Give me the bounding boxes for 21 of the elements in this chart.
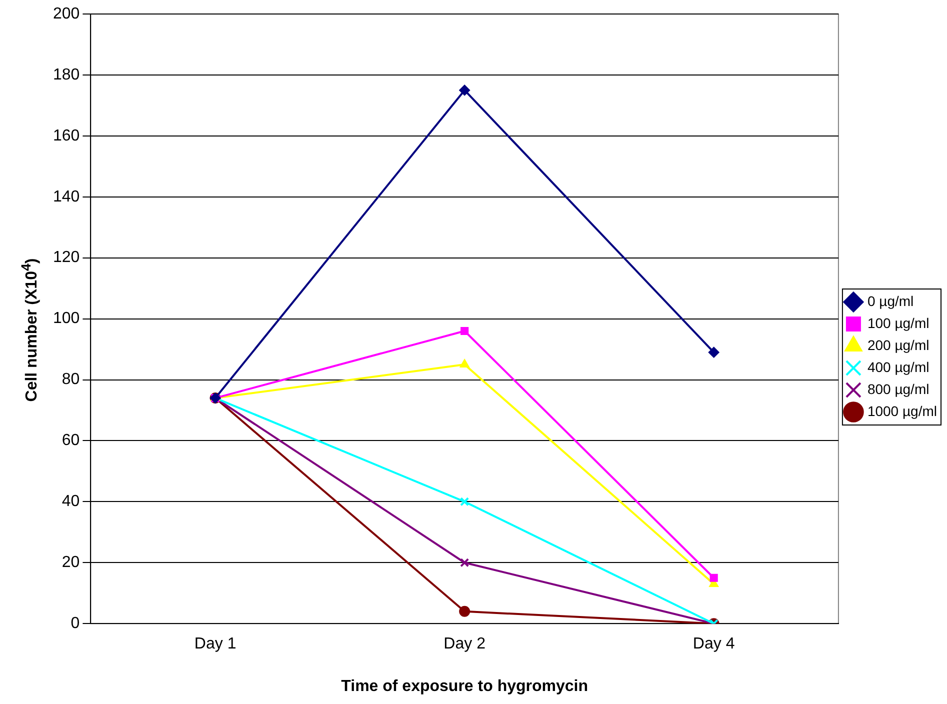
legend-label: 400 µg/ml xyxy=(867,358,930,375)
y-tick-label: 140 xyxy=(52,188,80,206)
legend-label: 1000 µg/ml xyxy=(867,402,938,419)
legend-label: 0 µg/ml xyxy=(867,292,914,309)
legend-label: 800 µg/ml xyxy=(867,380,930,397)
y-tick-label: 0 xyxy=(70,615,80,632)
legend-label: 200 µg/ml xyxy=(867,336,930,353)
x-axis-title: Time of exposure to hygromycin xyxy=(341,678,588,695)
legend-label: 100 µg/ml xyxy=(867,314,930,331)
y-tick-label: 180 xyxy=(52,66,80,84)
x-tick-label: Day 2 xyxy=(444,636,486,653)
x-tick-label: Day 1 xyxy=(194,636,236,653)
y-tick-label: 60 xyxy=(62,432,80,450)
y-tick-label: 120 xyxy=(52,249,80,266)
y-tick-label: 40 xyxy=(62,493,80,510)
y-tick-label: 100 xyxy=(52,310,80,328)
y-tick-label: 200 xyxy=(52,5,80,22)
x-tick-label: Day 4 xyxy=(692,636,735,653)
y-tick-label: 20 xyxy=(62,554,80,572)
y-tick-label: 160 xyxy=(52,127,80,144)
y-tick-label: 80 xyxy=(62,371,80,388)
